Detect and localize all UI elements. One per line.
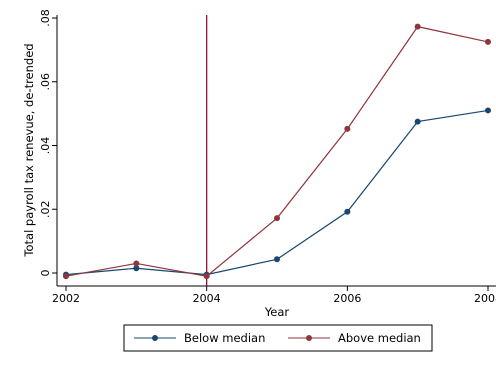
data-point (203, 273, 210, 280)
y-tick-label: .06 (39, 73, 52, 91)
x-axis-title: Year (264, 305, 290, 319)
data-point (344, 208, 351, 215)
data-point (485, 38, 491, 45)
y-tick-label: .04 (39, 137, 52, 155)
data-point (485, 107, 491, 114)
series-line-above-median (65, 25, 489, 277)
y-axis-title: Total payroll tax renevue, de-trended (22, 43, 36, 257)
x-tick-label: 2002 (52, 292, 80, 305)
legend-label-below-median: Below median (184, 331, 265, 345)
data-point (414, 23, 421, 30)
data-point (133, 260, 140, 267)
legend-label-above-median: Above median (338, 331, 421, 345)
series-below-median (63, 107, 491, 278)
x-ticks: 2002 2004 2006 2008 (52, 286, 496, 305)
data-point (274, 215, 280, 222)
legend-marker-above-median (306, 335, 312, 341)
series-line-below-median (65, 109, 489, 276)
data-point (63, 273, 69, 280)
x-tick-label: 2008 (474, 292, 496, 305)
series-above-median (63, 23, 491, 280)
y-tick-label: .02 (39, 201, 52, 219)
x-tick-label: 2004 (193, 292, 221, 305)
data-point (133, 265, 140, 272)
y-tick-label: 0 (39, 270, 52, 277)
data-point (274, 256, 280, 263)
series-group (63, 23, 491, 280)
y-ticks: 0 .02 .04 .06 .08 (39, 9, 57, 277)
legend-marker-below-median (152, 335, 158, 341)
y-tick-label: .08 (39, 9, 52, 27)
axes (56, 15, 496, 287)
x-tick-label: 2006 (333, 292, 361, 305)
data-point (344, 125, 351, 132)
legend: Below median Above median (123, 324, 433, 352)
data-point (414, 118, 421, 125)
